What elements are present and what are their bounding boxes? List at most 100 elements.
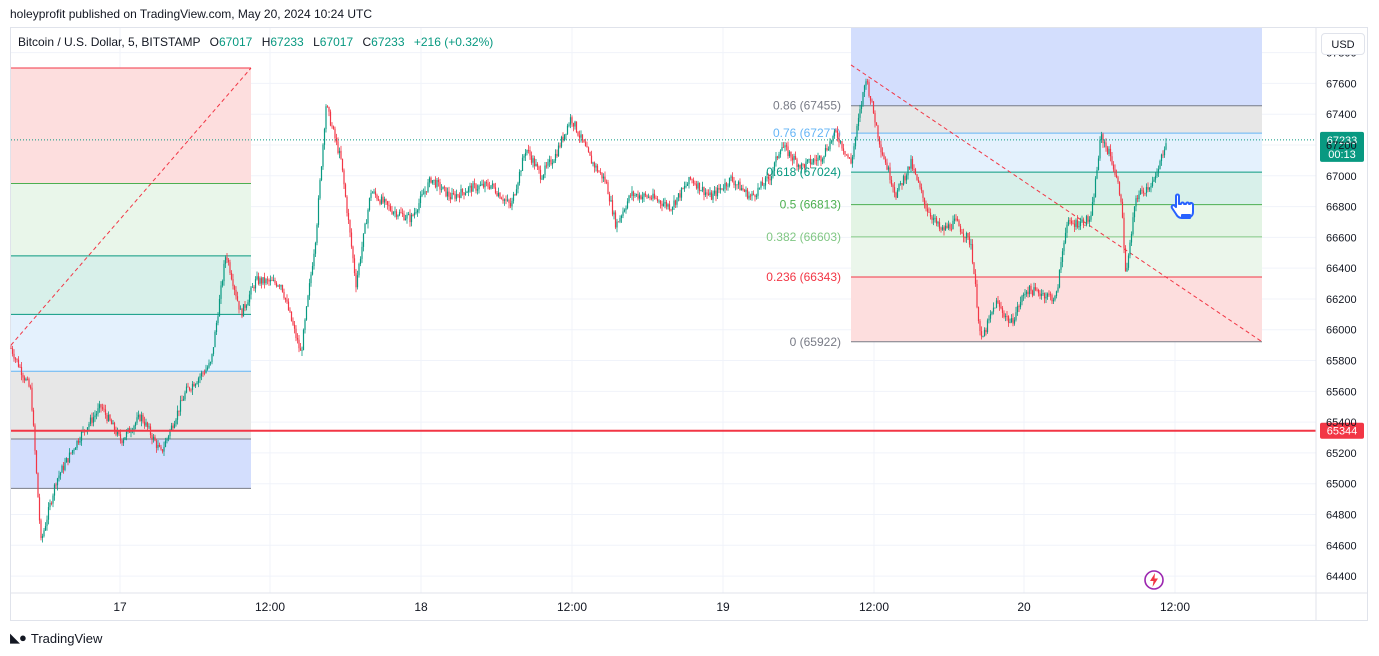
- candle-body: [598, 171, 600, 173]
- candle-body: [823, 155, 825, 160]
- candle-body: [614, 212, 617, 228]
- candle-body: [593, 162, 596, 168]
- candle-body: [553, 160, 555, 163]
- candle-body: [931, 216, 933, 220]
- candle-body: [527, 150, 530, 151]
- candle-body: [743, 189, 746, 192]
- candle-body: [31, 387, 33, 411]
- candle-body: [11, 348, 14, 354]
- candle-body: [181, 400, 183, 402]
- candle-body: [634, 194, 636, 196]
- candle-body: [1078, 225, 1080, 228]
- candle-body: [95, 413, 98, 416]
- candle-body: [509, 203, 512, 207]
- candle-body: [1060, 262, 1062, 270]
- candle-body: [877, 125, 879, 138]
- candle-body: [773, 162, 776, 171]
- candle-body: [839, 141, 842, 143]
- candle-body: [508, 199, 510, 204]
- candle-body: [374, 191, 377, 195]
- candle-body: [1136, 198, 1139, 200]
- candle-body: [767, 176, 770, 179]
- candle-body: [140, 414, 143, 422]
- candle-body: [577, 132, 579, 136]
- candle-body: [404, 218, 407, 221]
- candle-body: [217, 316, 219, 323]
- candle-body: [146, 422, 149, 428]
- candle-body: [479, 185, 482, 186]
- candle-body: [433, 179, 435, 181]
- candle-body: [383, 199, 386, 203]
- candle-body: [194, 384, 197, 387]
- candle-body: [443, 186, 446, 188]
- candle-body: [464, 193, 467, 195]
- candle-body: [1024, 294, 1026, 295]
- candle-body: [1015, 312, 1017, 320]
- candle-body: [184, 392, 186, 400]
- candle-body: [337, 141, 339, 154]
- candle-body: [560, 136, 563, 147]
- candle-body: [277, 285, 279, 287]
- candle-body: [409, 214, 411, 223]
- candle-body: [346, 196, 348, 213]
- candle-body: [1007, 316, 1010, 323]
- candle-body: [574, 121, 576, 127]
- candle-body: [242, 304, 245, 317]
- y-tick-label: 65000: [1326, 479, 1357, 491]
- candle-body: [1030, 285, 1032, 291]
- candle-body: [431, 180, 434, 183]
- candle-body: [401, 212, 404, 214]
- candle-body: [449, 196, 452, 200]
- candle-body: [751, 193, 753, 197]
- candle-body: [454, 193, 456, 199]
- candle-body: [1120, 194, 1122, 202]
- candle-body: [250, 287, 252, 295]
- candle-body: [226, 257, 228, 260]
- candle-body: [395, 211, 398, 217]
- candle-body: [818, 156, 821, 158]
- candle-body: [104, 409, 107, 415]
- candle-body: [1109, 148, 1112, 157]
- tradingview-brand[interactable]: ◣● TradingView: [10, 630, 102, 646]
- candle-body: [962, 233, 965, 237]
- candle-body: [26, 378, 29, 380]
- candle-body: [860, 104, 863, 110]
- candle-body: [400, 212, 402, 213]
- currency-button[interactable]: USD: [1321, 33, 1365, 55]
- candle-body: [1163, 149, 1166, 156]
- x-tick-label: 12:00: [255, 600, 285, 614]
- candle-body: [269, 279, 272, 282]
- fib-left-zone: [11, 439, 251, 489]
- candle-body: [1142, 190, 1145, 194]
- candle-body: [658, 200, 660, 202]
- candle-body: [1063, 242, 1065, 252]
- candle-body: [946, 225, 948, 229]
- candle-body: [968, 236, 971, 245]
- candle-body: [199, 376, 201, 379]
- candle-body: [991, 311, 993, 314]
- candle-body: [23, 377, 26, 381]
- candle-body: [1117, 177, 1119, 183]
- lightning-icon[interactable]: [1143, 569, 1165, 591]
- candle-body: [578, 135, 581, 138]
- candle-body: [646, 195, 648, 198]
- candle-body: [824, 147, 827, 156]
- candle-body: [521, 157, 524, 171]
- candle-body: [619, 218, 621, 222]
- candle-body: [1084, 225, 1086, 226]
- candle-body: [673, 200, 675, 208]
- last-price-label: 67233: [1327, 135, 1358, 147]
- candle-body: [208, 363, 210, 368]
- candle-body: [787, 146, 789, 157]
- candle-body: [485, 182, 488, 184]
- candle-body: [862, 92, 864, 105]
- candle-body: [136, 417, 138, 423]
- candle-body: [344, 184, 347, 197]
- candle-body: [47, 507, 50, 520]
- candle-body: [155, 440, 158, 448]
- fib-right-zone: [851, 172, 1262, 205]
- candle-body: [1145, 187, 1148, 194]
- y-tick-label: 64600: [1326, 540, 1357, 552]
- candle-body: [493, 183, 495, 188]
